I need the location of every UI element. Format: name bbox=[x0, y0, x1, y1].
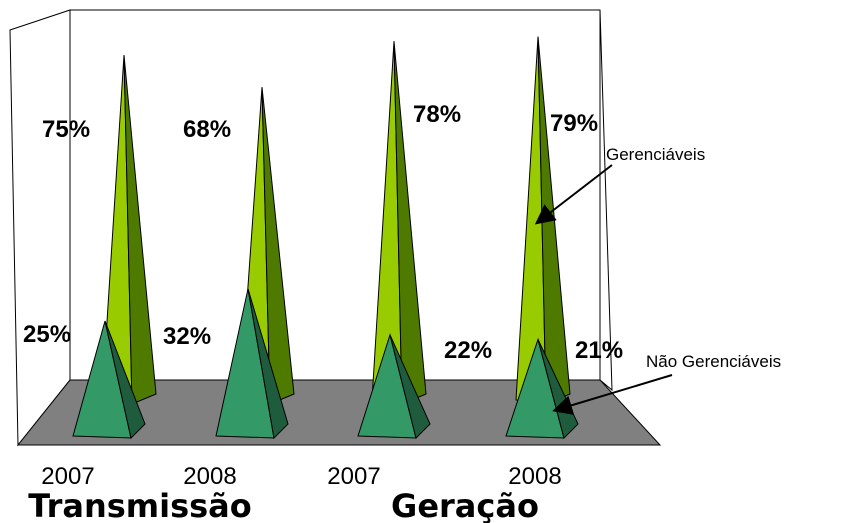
data-label-gerenciaveis: 79% bbox=[550, 110, 598, 137]
group-label: Geração bbox=[391, 487, 539, 523]
x-tick-label: 2007 bbox=[41, 463, 94, 490]
data-label-nao-gerenciaveis: 25% bbox=[23, 321, 71, 348]
x-tick-label: 2007 bbox=[327, 463, 380, 490]
data-label-nao-gerenciaveis: 22% bbox=[444, 337, 492, 364]
data-label-gerenciaveis: 78% bbox=[413, 101, 461, 128]
annotation-gerenciaveis: Gerenciáveis bbox=[606, 145, 705, 164]
data-label-gerenciaveis: 68% bbox=[183, 116, 231, 143]
data-label-gerenciaveis: 75% bbox=[42, 116, 90, 143]
data-label-nao-gerenciaveis: 21% bbox=[575, 337, 623, 364]
x-tick-label: 2008 bbox=[508, 463, 561, 490]
right-wall bbox=[600, 10, 612, 390]
annotation-nao-gerenciaveis: Não Gerenciáveis bbox=[646, 352, 781, 371]
data-label-nao-gerenciaveis: 32% bbox=[163, 323, 211, 350]
group-label: Transmissão bbox=[28, 487, 252, 523]
x-tick-label: 2008 bbox=[183, 463, 236, 490]
left-wall bbox=[10, 10, 70, 445]
